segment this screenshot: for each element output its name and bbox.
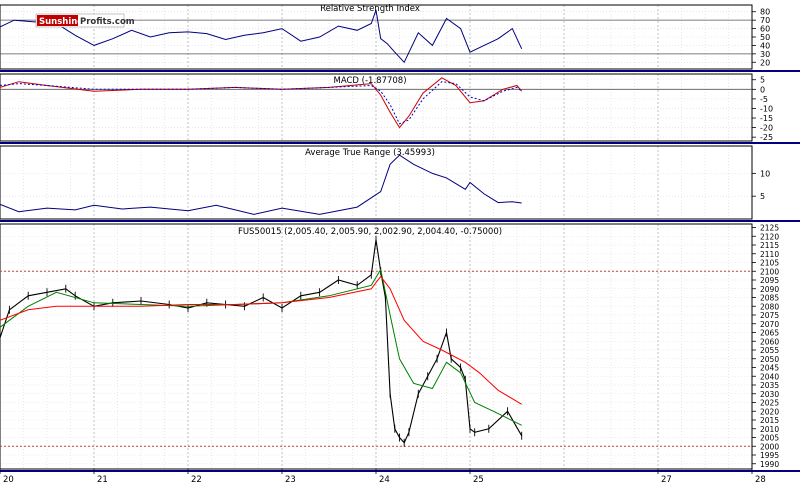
y-tick-label: 2095 (760, 276, 779, 285)
price-panel-title: FUS50015 (2,005.40, 2,005.90, 2,002.90, … (238, 227, 502, 237)
x-tick-label: 27 (661, 475, 672, 485)
y-tick-label: 2045 (760, 364, 779, 373)
y-tick-label: 5 (760, 76, 765, 85)
atr-panel-title: Average True Range (3.45993) (305, 148, 435, 158)
y-tick-label: 2060 (760, 337, 779, 346)
series-line-1-0 (0, 77, 523, 129)
y-tick-label: 20 (760, 58, 770, 67)
series-line-2-0 (0, 154, 522, 215)
y-tick-label: 2075 (760, 311, 779, 320)
y-tick-label: -25 (760, 133, 773, 142)
y-tick-label: 2110 (760, 250, 779, 259)
x-tick-label: 25 (473, 475, 484, 485)
y-tick-label: -5 (760, 95, 768, 104)
x-tick-label: 28 (755, 475, 766, 485)
series-line-0-0 (0, 9, 523, 64)
y-tick-label: 5 (760, 192, 765, 201)
y-tick-label: 2085 (760, 294, 779, 303)
y-tick-label: 2000 (760, 442, 779, 451)
series-line-3-1 (0, 275, 522, 405)
x-tick-label: 20 (3, 475, 14, 485)
y-tick-label: 2105 (760, 259, 779, 268)
logo-text-sunshine: Sunshine (39, 17, 83, 27)
y-tick-label: 70 (760, 16, 770, 25)
y-tick-label: 2100 (760, 267, 779, 276)
y-tick-label: 2050 (760, 355, 779, 364)
y-tick-label: 2090 (760, 285, 779, 294)
x-tick-label: 24 (379, 475, 390, 485)
y-tick-label: 50 (760, 33, 770, 42)
y-tick-label: 60 (760, 25, 770, 34)
y-tick-label: 2070 (760, 320, 779, 329)
y-tick-label: 2055 (760, 346, 779, 355)
y-tick-label: 2035 (760, 381, 779, 390)
y-tick-label: 40 (760, 41, 770, 50)
y-tick-label: 0 (760, 85, 765, 94)
y-tick-label: 2080 (760, 302, 779, 311)
x-tick-label: 23 (285, 475, 296, 485)
logo-red-block (37, 15, 78, 26)
y-tick-label: 2115 (760, 241, 779, 250)
y-tick-label: 2020 (760, 407, 779, 416)
y-tick-label: 80 (760, 8, 770, 17)
logo-text-profits: Profits.com (80, 17, 135, 27)
y-tick-label: 2025 (760, 399, 779, 408)
y-tick-label: 2125 (760, 224, 779, 233)
y-tick-label: 2015 (760, 416, 779, 425)
axis-layer: 2030405060708050-5-10-15-20-255102125212… (0, 8, 779, 485)
y-tick-label: 2120 (760, 232, 779, 241)
y-tick-label: 2005 (760, 434, 779, 443)
y-tick-label: -10 (760, 104, 773, 113)
y-tick-label: 2065 (760, 329, 779, 338)
y-tick-label: 1990 (760, 460, 779, 469)
y-tick-label: -15 (760, 114, 773, 123)
y-tick-label: -20 (760, 124, 773, 133)
logo: Sunshine Profits.com (35, 13, 135, 28)
macd-panel-title: MACD (-1.87708) (333, 76, 406, 86)
y-tick-label: 30 (760, 50, 770, 59)
x-tick-label: 22 (191, 475, 202, 485)
panel-frame-2 (0, 145, 753, 220)
y-tick-label: 2010 (760, 425, 779, 434)
rsi-panel-title: Relative Strength Index (320, 4, 420, 14)
x-tick-label: 21 (97, 475, 108, 485)
panel-frame-1 (0, 73, 753, 142)
y-tick-label: 2030 (760, 390, 779, 399)
series-line-3-0 (0, 268, 522, 426)
series-layer (0, 9, 752, 447)
y-tick-label: 10 (760, 169, 770, 178)
series-line-1-1 (0, 81, 523, 125)
y-tick-label: 2040 (760, 372, 779, 381)
y-tick-label: 1995 (760, 451, 779, 460)
